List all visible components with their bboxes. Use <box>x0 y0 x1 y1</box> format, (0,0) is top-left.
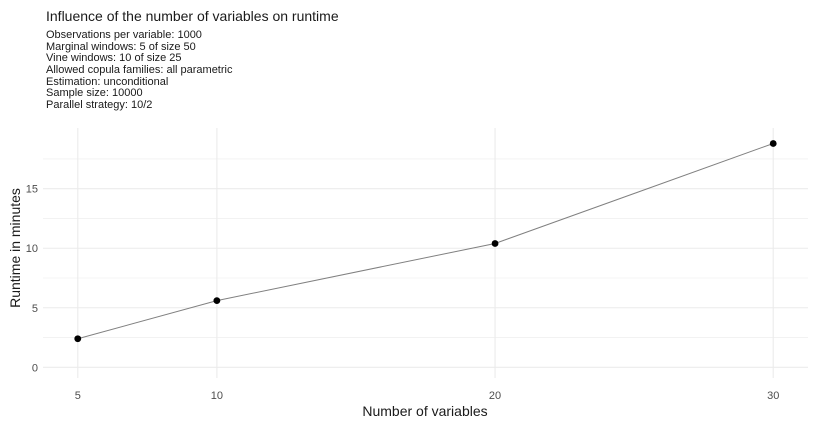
y-axis-ticks: 0 5 10 15 <box>26 184 38 375</box>
x-axis-title: Number of variables <box>362 403 487 419</box>
chart-title: Influence of the number of variables on … <box>46 8 339 24</box>
data-point <box>491 240 499 247</box>
subtitle-line: Vine windows: 10 of size 25 <box>46 52 182 65</box>
data-point <box>769 140 777 147</box>
y-tick-label: 5 <box>32 303 38 315</box>
y-tick-label: 15 <box>26 184 38 196</box>
data-point <box>74 335 82 343</box>
y-axis-title: Runtime in minutes <box>7 188 23 308</box>
subtitle-line: Sample size: 10000 <box>46 87 143 100</box>
subtitle-line: Estimation: unconditional <box>46 75 169 88</box>
y-tick-label: 0 <box>32 362 38 374</box>
subtitle-line: Observations per variable: 1000 <box>46 29 202 41</box>
x-tick-label: 5 <box>75 390 81 402</box>
y-tick-label: 10 <box>26 243 38 255</box>
x-tick-label: 30 <box>767 390 779 402</box>
series-line <box>77 143 774 340</box>
x-axis-ticks: 5 10 20 30 <box>75 390 780 402</box>
chart-subtitle: Observations per variable: 1000 Marginal … <box>46 29 233 112</box>
x-tick-label: 10 <box>211 390 223 402</box>
series-line-layer <box>77 143 774 340</box>
gridlines <box>43 128 808 378</box>
subtitle-line: Parallel strategy: 10/2 <box>46 99 153 112</box>
data-point <box>213 297 221 305</box>
subtitle-line: Marginal windows: 5 of size 50 <box>46 40 196 53</box>
subtitle-line: Allowed copula families: all parametric <box>46 64 233 77</box>
x-tick-label: 20 <box>489 390 501 402</box>
data-points <box>74 140 777 343</box>
